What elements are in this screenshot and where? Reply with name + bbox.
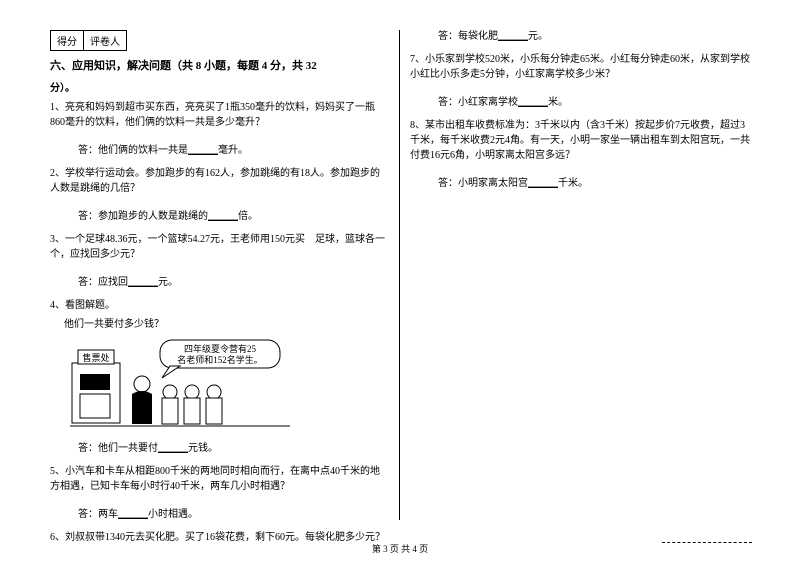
ticket-booth-illustration: 售票处 四年级夏令营有25 名老师和152名学生。 <box>70 338 290 428</box>
answer-6-pre: 答：每袋化肥 <box>438 31 498 42</box>
answer-1-pre: 答：他们俩的饮料一共是 <box>78 145 188 156</box>
answer-2: 答：参加跑步的人数是跳绳的＿＿＿倍。 <box>78 210 389 224</box>
svg-text:售票处: 售票处 <box>82 352 109 363</box>
question-4b: 他们一共要付多少钱？ <box>64 317 389 332</box>
answer-2-post: 倍。 <box>238 211 258 222</box>
question-2: 2、学校举行运动会。参加跑步的有162人，参加跳绳的有18人。参加跑步的人数是跳… <box>50 166 389 196</box>
answer-4-pre: 答：他们一共要付 <box>78 443 158 454</box>
illustration: 售票处 四年级夏令营有25 名老师和152名学生。 <box>70 338 389 428</box>
answer-1: 答：他们俩的饮料一共是＿＿＿毫升。 <box>78 144 389 158</box>
answer-6-post: 元。 <box>528 31 548 42</box>
question-3: 3、一个足球48.36元，一个篮球54.27元，王老师用150元买 足球，篮球各… <box>50 232 389 262</box>
answer-1-blank: ＿＿＿ <box>188 145 218 156</box>
right-column: 答：每袋化肥＿＿＿元。 7、小乐家到学校520米，小乐每分钟走65米。小红每分钟… <box>400 30 750 520</box>
question-7: 7、小乐家到学校520米，小乐每分钟走65米。小红每分钟走60米，从家到学校小红… <box>410 52 750 82</box>
answer-7-pre: 答：小红家离学校 <box>438 97 518 108</box>
answer-4-post: 元钱。 <box>188 443 218 454</box>
answer-4: 答：他们一共要付＿＿＿元钱。 <box>78 442 389 456</box>
answer-3: 答：应找回＿＿＿元。 <box>78 276 389 290</box>
section-header: 六、应用知识，解决问题（共 8 小题，每题 4 分，共 32 <box>50 57 389 73</box>
page-footer: 第 3 页 共 4 页 <box>0 542 800 555</box>
answer-5-pre: 答：两车 <box>78 509 118 520</box>
answer-7: 答：小红家离学校＿＿＿米。 <box>438 96 750 110</box>
question-5: 5、小汽车和卡车从相距800千米的两地同时相向而行，在离中点40千米的地方相遇，… <box>50 464 389 494</box>
answer-1-post: 毫升。 <box>218 145 248 156</box>
svg-text:四年级夏令营有25: 四年级夏令营有25 <box>184 343 257 354</box>
answer-3-blank: ＿＿＿ <box>128 277 158 288</box>
score-box: 得分 评卷人 <box>50 30 389 51</box>
answer-2-pre: 答：参加跑步的人数是跳绳的 <box>78 211 208 222</box>
answer-8-blank: ＿＿＿ <box>528 178 558 189</box>
answer-3-post: 元。 <box>158 277 178 288</box>
answer-8-post: 千米。 <box>558 178 588 189</box>
answer-6: 答：每袋化肥＿＿＿元。 <box>438 30 750 44</box>
answer-4-blank: ＿＿＿ <box>158 443 188 454</box>
answer-3-pre: 答：应找回 <box>78 277 128 288</box>
question-8: 8、某市出租车收费标准为：3千米以内（含3千米）按起步价7元收费，超过3千米，每… <box>410 118 750 163</box>
left-column: 得分 评卷人 六、应用知识，解决问题（共 8 小题，每题 4 分，共 32 分）… <box>50 30 400 520</box>
question-1: 1、亮亮和妈妈到超市买东西，亮亮买了1瓶350毫升的饮料，妈妈买了一瓶860毫升… <box>50 100 389 130</box>
answer-8: 答：小明家离太阳宫＿＿＿千米。 <box>438 177 750 191</box>
section-title: 六、应用知识，解决问题（共 8 小题，每题 4 分，共 32 <box>50 60 317 72</box>
answer-5-blank: ＿＿＿ <box>118 509 148 520</box>
answer-6-blank: ＿＿＿ <box>498 31 528 42</box>
answer-7-post: 米。 <box>548 97 568 108</box>
section-title-tail: 分）。 <box>50 81 389 96</box>
svg-text:名老师和152名学生。: 名老师和152名学生。 <box>177 354 263 365</box>
score-label: 得分 <box>50 30 83 51</box>
answer-8-pre: 答：小明家离太阳宫 <box>438 178 528 189</box>
answer-5-post: 小时相遇。 <box>148 509 198 520</box>
answer-5: 答：两车＿＿＿小时相遇。 <box>78 508 389 522</box>
answer-2-blank: ＿＿＿ <box>208 211 238 222</box>
answer-7-blank: ＿＿＿ <box>518 97 548 108</box>
question-4a: 4、看图解题。 <box>50 298 389 313</box>
grader-label: 评卷人 <box>83 30 127 51</box>
